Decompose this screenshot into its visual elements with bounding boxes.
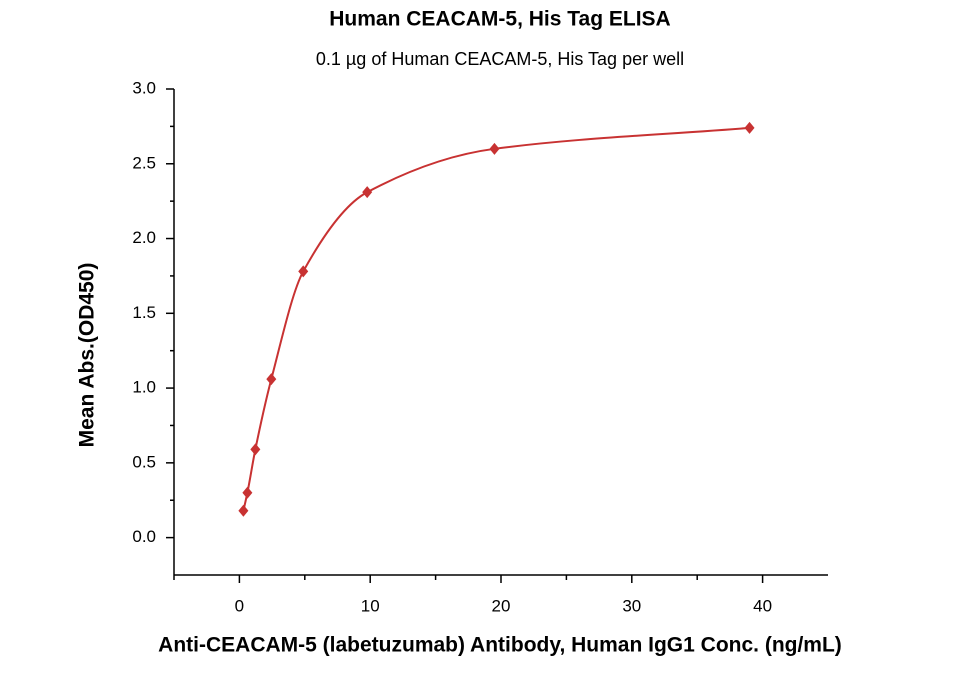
point — [250, 443, 261, 456]
y-tick-label: 0.0 — [132, 527, 156, 546]
y-tick-label: 3.0 — [132, 78, 156, 97]
x-tick-label: 40 — [753, 596, 772, 615]
x-axis-label: Anti-CEACAM-5 (labetuzumab) Antibody, Hu… — [158, 634, 842, 657]
y-tick-label: 2.0 — [132, 228, 156, 247]
point — [298, 265, 309, 278]
curve — [242, 126, 750, 511]
x-tick-label: 20 — [492, 596, 511, 615]
x-tick-label: 0 — [235, 596, 244, 615]
point — [489, 142, 500, 155]
point — [242, 486, 253, 499]
x-tick-label: 30 — [622, 596, 641, 615]
point — [744, 121, 755, 134]
y-tick-label: 1.5 — [132, 303, 156, 322]
x-tick-label: 10 — [361, 596, 380, 615]
chart-subtitle: 0.1 µg of Human CEACAM-5, His Tag per we… — [316, 49, 684, 69]
point — [238, 504, 249, 517]
y-axis-label: Mean Abs.(OD450) — [76, 263, 99, 448]
y-tick-label: 0.5 — [132, 452, 156, 471]
point — [362, 186, 373, 199]
chart-title: Human CEACAM-5, His Tag ELISA — [329, 8, 670, 31]
point — [266, 373, 277, 386]
y-tick-label: 2.5 — [132, 153, 156, 172]
y-tick-label: 1.0 — [132, 378, 156, 397]
